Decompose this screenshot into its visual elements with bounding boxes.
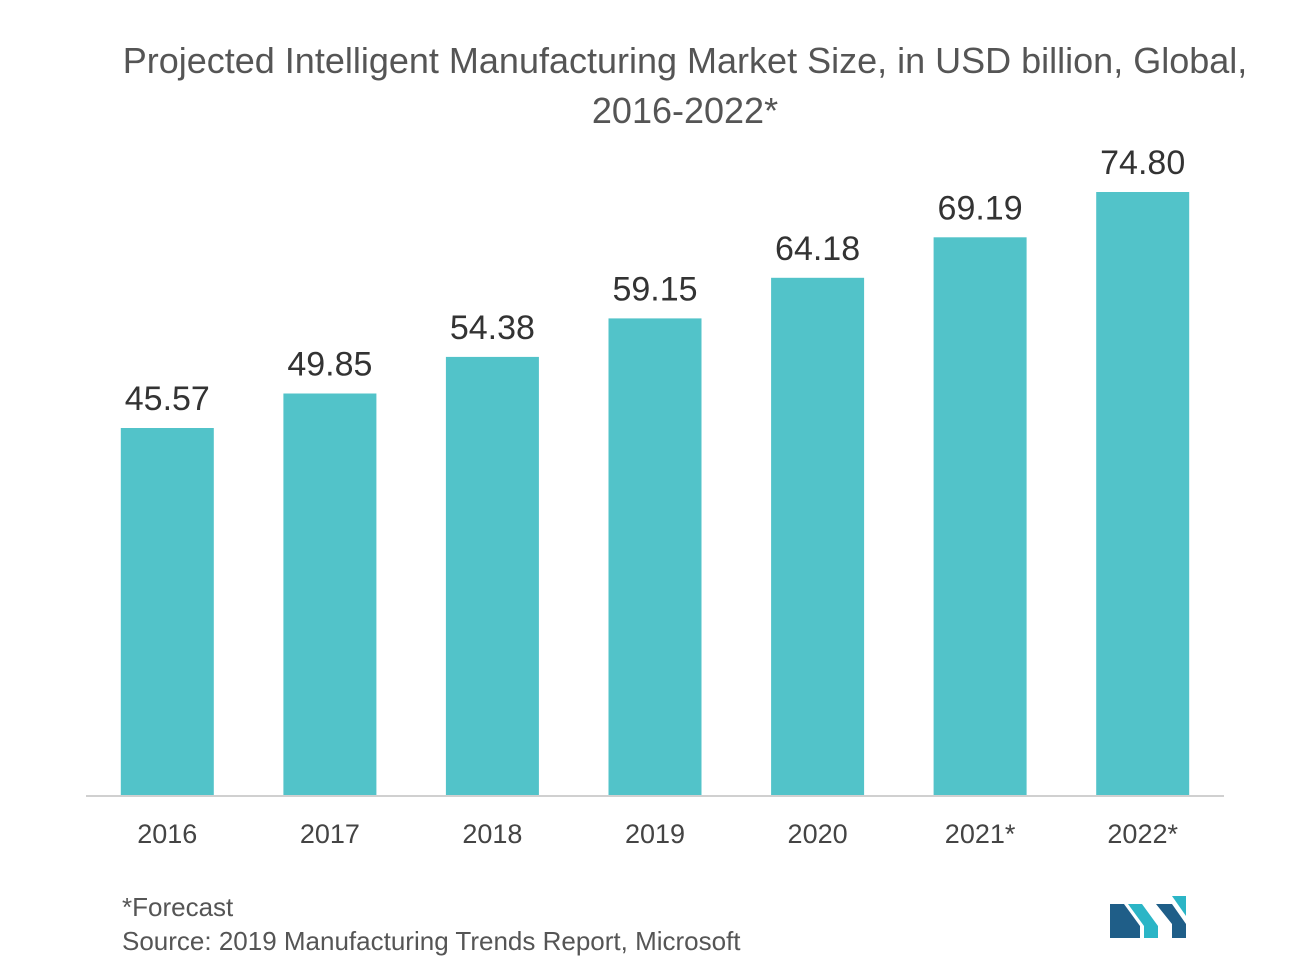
value-label: 45.57 [125, 380, 210, 418]
value-label: 49.85 [287, 346, 372, 384]
x-tick-label: 2018 [462, 819, 522, 849]
x-tick-label: 2022* [1107, 819, 1178, 849]
bars-group [120, 192, 1190, 797]
chart-title: Projected Intelligent Manufacturing Mark… [122, 40, 1248, 131]
bar-2016 [120, 428, 214, 796]
tick-labels-group: 2016 2017 2018 2019 2020 2021* 2022* [137, 819, 1178, 849]
x-tick-label: 2020 [788, 819, 848, 849]
value-label: 54.38 [450, 309, 535, 347]
x-tick-label: 2019 [625, 819, 685, 849]
bar-2018 [445, 356, 539, 796]
bar-2021-forecast [933, 237, 1027, 797]
x-tick-label: 2017 [300, 819, 360, 849]
value-labels-group: 45.57 49.85 54.38 59.15 64.18 69.19 74.80 [125, 144, 1185, 418]
mordor-intelligence-logo-icon [1110, 896, 1186, 938]
x-tick-label: 2021* [945, 819, 1016, 849]
bar-2019 [608, 318, 702, 796]
bar-chart: 45.57 49.85 54.38 59.15 64.18 69.19 74.80 2016… [86, 144, 1224, 849]
x-tick-label: 2016 [137, 819, 197, 849]
value-label: 59.15 [612, 270, 697, 308]
value-label: 69.19 [938, 189, 1023, 227]
bar-2017 [283, 393, 377, 796]
value-label: 74.80 [1100, 144, 1185, 182]
source-note: Source: 2019 Manufacturing Trends Report… [122, 926, 741, 956]
value-label: 64.18 [775, 230, 860, 268]
forecast-footnote: *Forecast [122, 892, 234, 922]
bar-2020 [771, 277, 865, 796]
bar-2022-forecast [1096, 192, 1190, 796]
